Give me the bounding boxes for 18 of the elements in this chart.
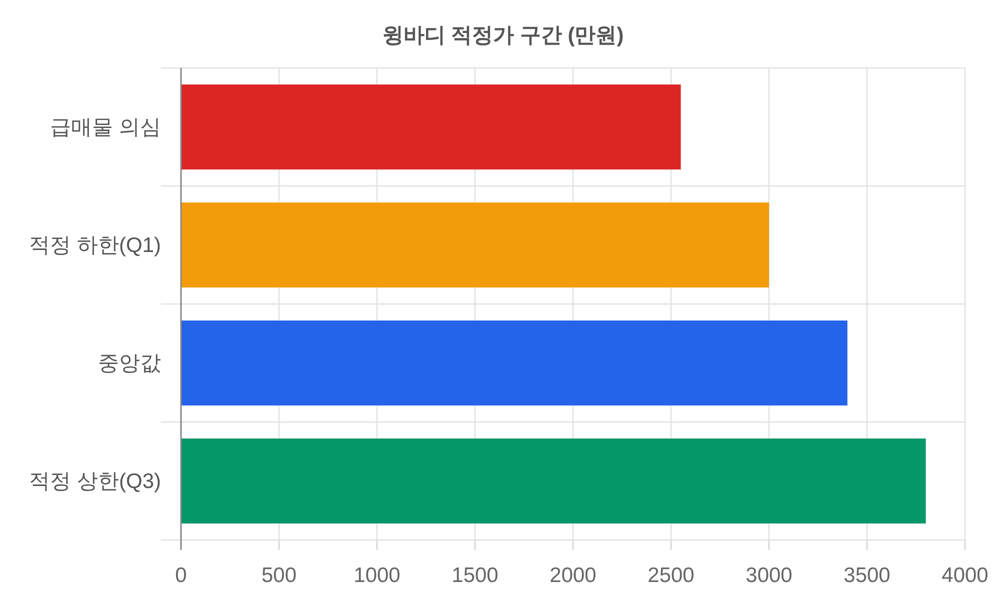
y-tick-label: 중앙값 xyxy=(98,352,161,375)
bar xyxy=(181,320,848,406)
x-tick-label: 3000 xyxy=(746,564,792,587)
x-tick-label: 2500 xyxy=(648,564,694,587)
x-tick-label: 4000 xyxy=(942,564,988,587)
x-tick-label: 2000 xyxy=(550,564,596,587)
y-tick-label: 적정 상한(Q3) xyxy=(29,470,161,493)
x-tick-label: 3500 xyxy=(844,564,890,587)
x-tick-label: 500 xyxy=(261,564,297,587)
y-tick-label: 적정 하한(Q1) xyxy=(29,234,161,257)
x-tick-label: 1000 xyxy=(354,564,400,587)
chart-title: 윙바디 적정가 구간 (만원) xyxy=(382,24,624,47)
x-tick-label: 0 xyxy=(175,564,187,587)
x-tick-label: 1500 xyxy=(452,564,498,587)
bar xyxy=(181,202,769,288)
y-tick-label: 급매물 의심 xyxy=(50,116,161,139)
bar xyxy=(181,84,681,170)
bar xyxy=(181,438,926,524)
